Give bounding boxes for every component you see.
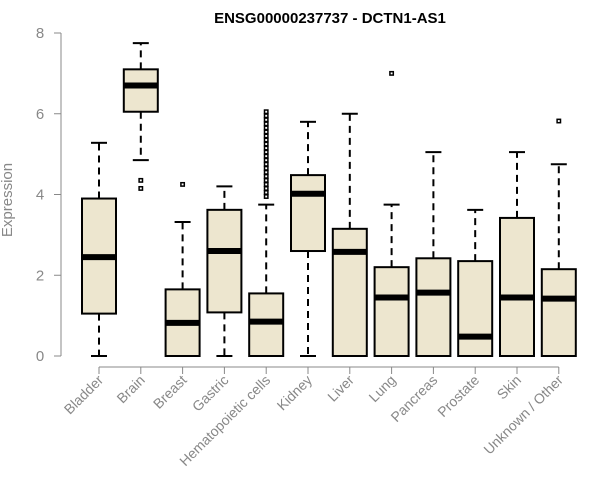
y-tick-label: 4 xyxy=(36,187,44,204)
outlier-point xyxy=(263,190,269,195)
box-liver xyxy=(331,112,368,358)
outlier-point xyxy=(263,173,269,179)
chart-title: ENSG00000237737 - DCTN1-AS1 xyxy=(214,10,446,27)
outlier-point xyxy=(263,169,269,175)
outlier-point xyxy=(263,165,269,171)
outlier-point xyxy=(263,137,269,143)
outlier-point xyxy=(263,181,269,187)
iqr-box xyxy=(206,208,243,314)
outlier-point xyxy=(263,149,269,155)
plot-area xyxy=(81,42,577,358)
outlier-point xyxy=(263,117,269,123)
outlier-point xyxy=(263,125,269,131)
outlier-point xyxy=(138,177,144,183)
outlier-point xyxy=(263,145,269,151)
outlier-point xyxy=(263,153,269,159)
box-bladder xyxy=(81,141,117,357)
box-unknown-other xyxy=(540,118,577,358)
outlier-point xyxy=(263,185,269,191)
outlier-point xyxy=(263,121,269,127)
outlier-point xyxy=(263,141,269,147)
y-tick-label: 6 xyxy=(36,106,44,123)
iqr-box xyxy=(290,174,326,253)
y-tick-label: 2 xyxy=(36,267,44,284)
outlier-point xyxy=(138,185,144,191)
x-tick-label: Breast xyxy=(150,372,190,412)
box-hematopoietic-cells xyxy=(248,109,285,358)
x-tick-label: Lung xyxy=(365,372,398,405)
outlier-point xyxy=(263,194,269,199)
box-lung xyxy=(373,70,410,357)
outlier-point xyxy=(263,129,269,135)
x-tick-label: Unknown / Other xyxy=(480,372,566,458)
y-axis-label: Expression xyxy=(0,163,16,237)
box-gastric xyxy=(206,185,243,357)
x-tick-label: Bladder xyxy=(61,372,107,418)
outlier-point xyxy=(556,118,562,124)
outlier-point xyxy=(263,157,269,163)
outlier-point xyxy=(263,177,269,183)
box-brain xyxy=(122,42,159,191)
iqr-box xyxy=(499,216,535,357)
x-tick-label: Skin xyxy=(494,372,525,403)
iqr-box xyxy=(540,268,577,358)
iqr-box xyxy=(373,266,410,357)
box-skin xyxy=(499,151,535,357)
x-tick-label: Kidney xyxy=(274,372,316,414)
box-breast xyxy=(164,181,201,358)
iqr-box xyxy=(122,68,159,113)
outlier-point xyxy=(180,181,186,187)
box-kidney xyxy=(290,120,326,357)
outlier-point xyxy=(263,161,269,167)
box-prostate xyxy=(457,208,494,357)
iqr-box xyxy=(415,257,452,358)
outlier-point xyxy=(263,109,269,115)
outlier-point xyxy=(263,133,269,139)
y-tick-label: 8 xyxy=(36,25,44,42)
iqr-box xyxy=(457,260,494,357)
x-tick-label: Brain xyxy=(113,372,147,406)
y-axis: 0 2 4 6 8 xyxy=(36,25,62,365)
outlier-point xyxy=(389,70,395,76)
outlier-point xyxy=(263,113,269,119)
iqr-box xyxy=(248,292,285,358)
box-pancreas xyxy=(415,151,452,358)
y-tick-label: 0 xyxy=(36,348,44,365)
x-tick-label: Prostate xyxy=(434,372,482,420)
x-tick-label: Liver xyxy=(324,372,357,405)
iqr-box xyxy=(331,227,368,358)
